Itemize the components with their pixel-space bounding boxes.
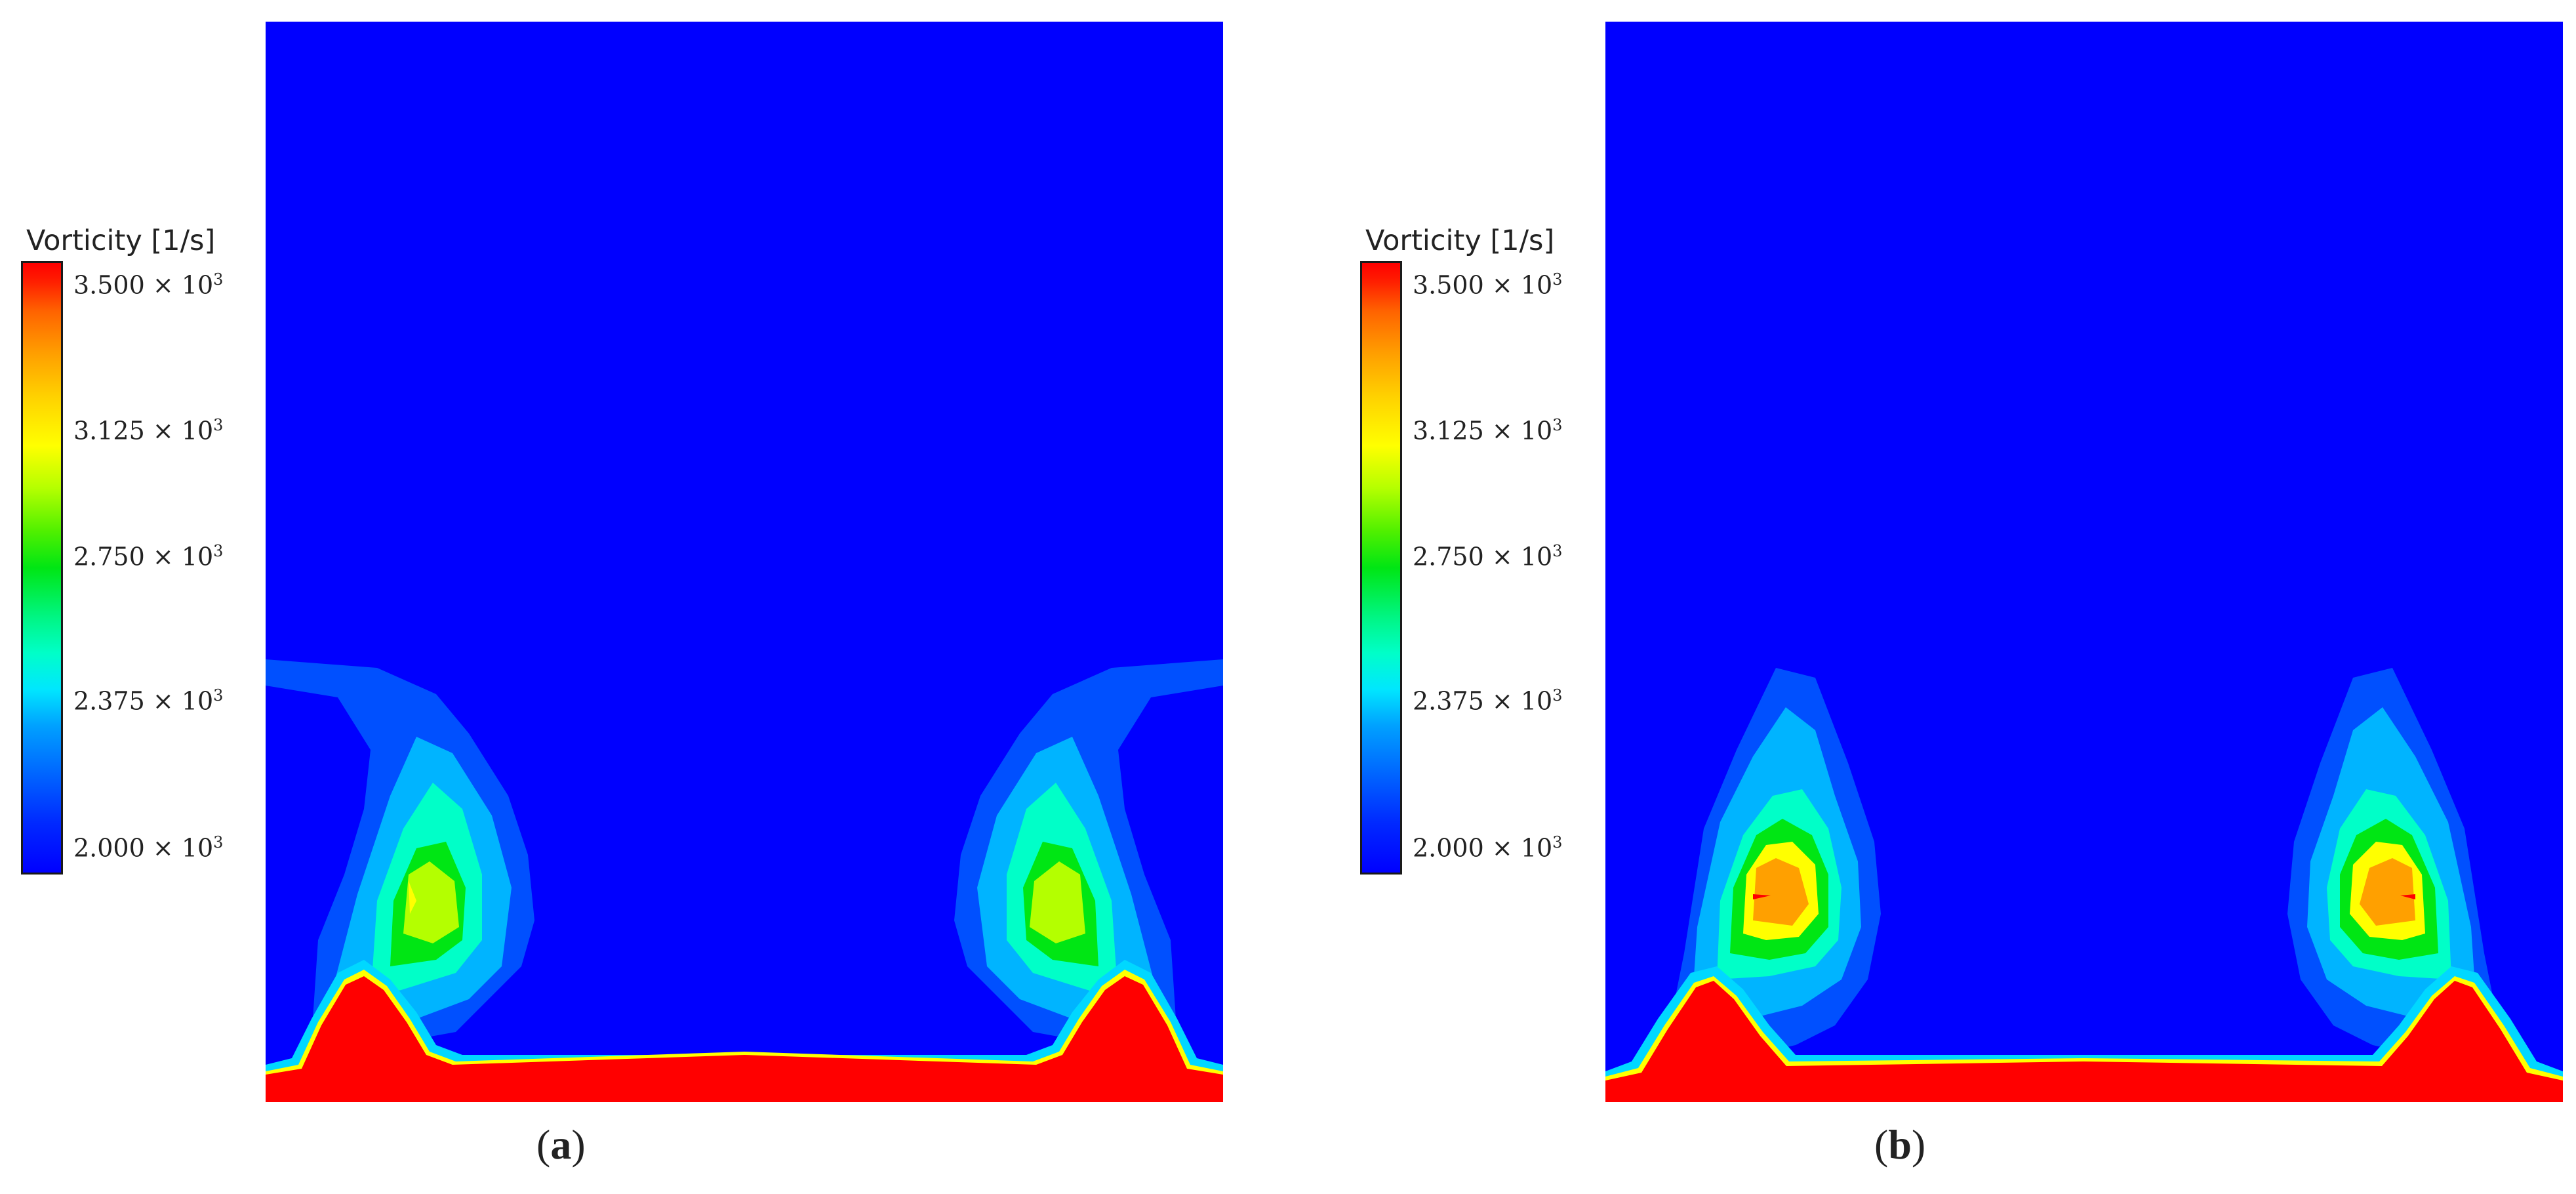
colorbar-title: Vorticity [1/s] (1365, 224, 1555, 257)
colorbar (21, 261, 63, 875)
colorbar-tick-label: 2.750 × 103 (73, 542, 224, 571)
vorticity-contour-plot-b (1605, 22, 2563, 1102)
panel-caption-a: (a) (536, 1121, 586, 1168)
colorbar-tick-label: 2.000 × 103 (1413, 833, 1563, 863)
colorbar-tick-label: 3.125 × 103 (73, 416, 224, 445)
colorbar-tick-label: 3.500 × 103 (73, 270, 224, 300)
panel-caption-b: (b) (1874, 1121, 1926, 1168)
colorbar-tick-label: 3.125 × 103 (1413, 416, 1563, 445)
colorbar-tick-label: 3.500 × 103 (1413, 270, 1563, 300)
panel-b: Vorticity [1/s] 3.500 × 103 3.125 × 103 … (1338, 0, 2576, 1194)
panel-a: Vorticity [1/s] 3.500 × 103 3.125 × 103 … (21, 22, 1223, 1168)
colorbar-tick-label: 2.750 × 103 (1413, 542, 1563, 571)
colorbar (1360, 261, 1402, 875)
colorbar-tick-label: 2.000 × 103 (73, 833, 224, 863)
colorbar-tick-label: 2.375 × 103 (73, 686, 224, 716)
vorticity-contour-plot-a (266, 22, 1223, 1102)
colorbar-title: Vorticity [1/s] (26, 224, 216, 257)
colorbar-tick-label: 2.375 × 103 (1413, 686, 1563, 716)
